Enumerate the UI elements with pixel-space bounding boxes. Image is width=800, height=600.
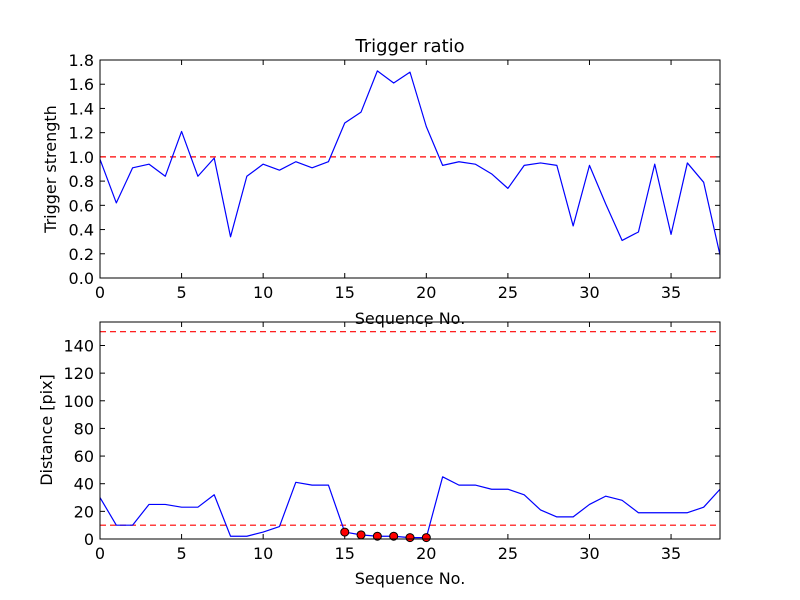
x-tick-label: 5 [176,544,186,563]
x-axis-label: Sequence No. [355,569,466,588]
data-point [389,531,399,541]
y-tick-label: 80 [74,419,94,438]
x-tick-label: 30 [579,544,599,563]
distance-chart: Sequence No. Distance [pix] 0 5 10 15 20 25 30… [37,321,721,588]
y-tick-label: 1.2 [69,124,94,143]
x-tick-label: 0 [95,544,105,563]
trigger-plot-marks: 0 5 10 15 20 25 30 35 0.0 0.2 0.4 0.6 0.8 1.0 1.2 1.4 1.… [69,51,721,302]
y-tick-label: 140 [63,336,94,355]
y-tick-label: 1.8 [69,51,94,70]
x-axis-label: Sequence No. [355,309,466,328]
data-point [356,530,366,540]
y-tick-label: 0.8 [69,172,94,191]
y-tick-label: 100 [63,392,94,411]
distance-plot-marks: 0 5 10 15 20 25 30 35 0 20 40 60 80 100 120 140 [63,322,721,563]
plot-frame [99,59,721,279]
x-tick-label: 25 [498,544,518,563]
trigger-ratio-chart: Trigger ratio Sequence No. Trigger stren… [41,36,721,328]
y-tick-label: 0.0 [69,269,94,288]
y-tick-label: 0.4 [69,221,94,240]
x-tick-label: 35 [661,283,681,302]
x-tick-label: 20 [416,283,436,302]
y-tick-label: 1.4 [69,99,94,118]
y-tick-label: 20 [74,502,94,521]
x-tick-label: 35 [661,544,681,563]
chart-title: Trigger ratio [354,36,464,57]
data-point [405,533,415,543]
y-axis-label: Trigger strength [41,105,60,234]
x-tick-label: 5 [176,283,186,302]
plot-frame [99,321,721,540]
y-tick-label: 0.6 [69,196,94,215]
series-line [99,70,721,256]
y-tick-label: 40 [74,475,94,494]
x-tick-label: 20 [416,544,436,563]
y-tick-label: 0 [84,530,94,549]
data-point [421,533,431,543]
data-point [340,527,350,537]
x-tick-label: 10 [253,283,273,302]
y-axis-label: Distance [pix] [37,374,56,486]
y-tick-label: 120 [63,364,94,383]
x-tick-label: 25 [498,283,518,302]
x-tick-label: 0 [95,283,105,302]
x-tick-label: 15 [335,283,355,302]
y-tick-label: 60 [74,447,94,466]
x-tick-label: 30 [579,283,599,302]
data-point [372,531,382,541]
x-tick-label: 10 [253,544,273,563]
x-tick-label: 15 [335,544,355,563]
y-tick-label: 1.6 [69,75,94,94]
y-tick-label: 1.0 [69,148,94,167]
y-tick-label: 0.2 [69,245,94,264]
